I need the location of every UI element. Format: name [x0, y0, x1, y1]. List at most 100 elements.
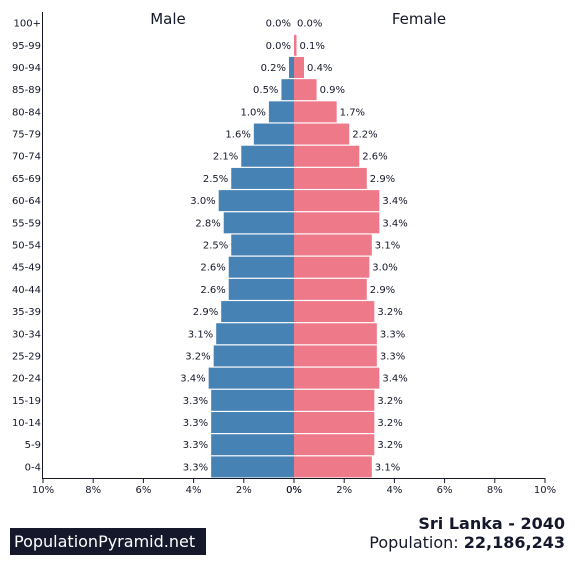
- population-pyramid-chart: Male Female 100+ 0.0% 0.0% 95-99 0.0% 0.1% 90-94…: [12, 10, 556, 496]
- data-label-male: 3.3%: [183, 396, 208, 407]
- age-group-label: 5-9: [25, 440, 41, 451]
- x-tick-label-female: 2%: [336, 485, 352, 496]
- bar-male: [218, 190, 294, 212]
- data-label-male: 1.6%: [225, 130, 250, 141]
- data-label-male: 2.5%: [203, 174, 228, 185]
- x-tick-label-male: 0%: [286, 485, 302, 496]
- series-label-male: Male: [150, 10, 186, 28]
- data-label-female: 3.3%: [380, 329, 405, 340]
- age-group-label: 50-54: [12, 241, 41, 252]
- data-label-female: 3.2%: [377, 307, 402, 318]
- x-tick-label-male: 2%: [236, 485, 252, 496]
- data-label-female: 2.9%: [370, 285, 395, 296]
- bar-male: [281, 79, 294, 101]
- data-label-female: 3.4%: [382, 196, 407, 207]
- bar-female: [294, 212, 380, 234]
- data-label-male: 1.0%: [240, 107, 265, 118]
- data-label-female: 3.2%: [377, 440, 402, 451]
- data-label-male: 3.3%: [183, 462, 208, 473]
- x-tick-label-male: 4%: [186, 485, 202, 496]
- bar-female: [294, 345, 377, 367]
- bar-female: [294, 278, 367, 300]
- data-label-male: 2.9%: [193, 307, 218, 318]
- data-label-female: 2.2%: [352, 130, 377, 141]
- data-label-male: 3.1%: [188, 329, 213, 340]
- data-label-male: 3.3%: [183, 418, 208, 429]
- data-label-male: 2.6%: [200, 263, 225, 274]
- x-tick-label-male: 10%: [32, 485, 54, 496]
- age-group-label: 75-79: [12, 130, 41, 141]
- data-label-male: 0.5%: [253, 85, 278, 96]
- age-group-label: 55-59: [12, 218, 41, 229]
- data-label-female: 3.4%: [382, 218, 407, 229]
- bar-female: [294, 256, 370, 278]
- data-label-female: 0.4%: [307, 63, 332, 74]
- data-label-male: 2.8%: [195, 218, 220, 229]
- brand-logo[interactable]: PopulationPyramid.net: [10, 528, 207, 555]
- age-group-label: 10-14: [12, 418, 41, 429]
- bar-male: [253, 123, 294, 145]
- age-group-label: 95-99: [12, 41, 41, 52]
- bar-male: [223, 212, 294, 234]
- bar-male: [231, 234, 294, 256]
- age-group-label: 65-69: [12, 174, 41, 185]
- population-value: 22,186,243: [463, 533, 565, 552]
- data-label-female: 0.0%: [297, 19, 322, 30]
- data-label-male: 3.2%: [185, 351, 210, 362]
- bar-male: [241, 145, 294, 167]
- bar-male: [221, 301, 294, 323]
- bar-female: [294, 79, 317, 101]
- age-group-label: 80-84: [12, 107, 41, 118]
- bar-female: [294, 434, 375, 456]
- bar-female: [294, 301, 375, 323]
- data-label-male: 3.0%: [190, 196, 215, 207]
- age-group-label: 100+: [14, 19, 41, 30]
- data-label-female: 0.1%: [300, 41, 325, 52]
- x-tick-label-female: 6%: [437, 485, 453, 496]
- population-label: Population:: [369, 533, 464, 552]
- data-label-male: 0.2%: [261, 63, 286, 74]
- data-label-male: 3.3%: [183, 440, 208, 451]
- bar-female: [294, 456, 372, 478]
- data-label-male: 2.1%: [213, 152, 238, 163]
- x-tick-label-male: 6%: [135, 485, 151, 496]
- age-group-label: 0-4: [25, 462, 41, 473]
- age-group-label: 25-29: [12, 351, 41, 362]
- data-label-female: 3.2%: [377, 396, 402, 407]
- x-tick-label-female: 0%: [286, 485, 302, 496]
- data-label-female: 3.1%: [375, 462, 400, 473]
- bar-female: [294, 412, 375, 434]
- bar-female: [294, 167, 367, 189]
- data-label-male: 2.5%: [203, 241, 228, 252]
- data-label-female: 3.1%: [375, 241, 400, 252]
- bar-male: [268, 101, 294, 123]
- data-label-male: 2.6%: [200, 285, 225, 296]
- bar-female: [294, 123, 350, 145]
- bar-male: [228, 256, 294, 278]
- data-label-female: 1.7%: [340, 107, 365, 118]
- age-group-label: 30-34: [12, 329, 41, 340]
- data-label-female: 0.9%: [320, 85, 345, 96]
- bar-male: [231, 167, 294, 189]
- age-group-label: 60-64: [12, 196, 41, 207]
- bar-male: [213, 345, 294, 367]
- bar-female: [294, 190, 380, 212]
- country-year-title: Sri Lanka - 2040: [418, 514, 565, 533]
- bar-male: [211, 456, 294, 478]
- x-tick-label-male: 8%: [85, 485, 101, 496]
- bar-male: [211, 412, 294, 434]
- age-group-label: 70-74: [12, 152, 41, 163]
- age-group-label: 15-19: [12, 396, 41, 407]
- series-label-female: Female: [392, 10, 446, 28]
- data-label-female: 3.4%: [382, 374, 407, 385]
- data-label-female: 2.9%: [370, 174, 395, 185]
- age-group-label: 40-44: [12, 285, 41, 296]
- bar-female: [294, 34, 297, 56]
- data-label-female: 3.2%: [377, 418, 402, 429]
- x-tick-label-female: 8%: [487, 485, 503, 496]
- age-group-label: 90-94: [12, 63, 41, 74]
- bar-male: [208, 367, 294, 389]
- bar-female: [294, 56, 305, 78]
- x-tick-label-female: 4%: [386, 485, 402, 496]
- bar-male: [211, 434, 294, 456]
